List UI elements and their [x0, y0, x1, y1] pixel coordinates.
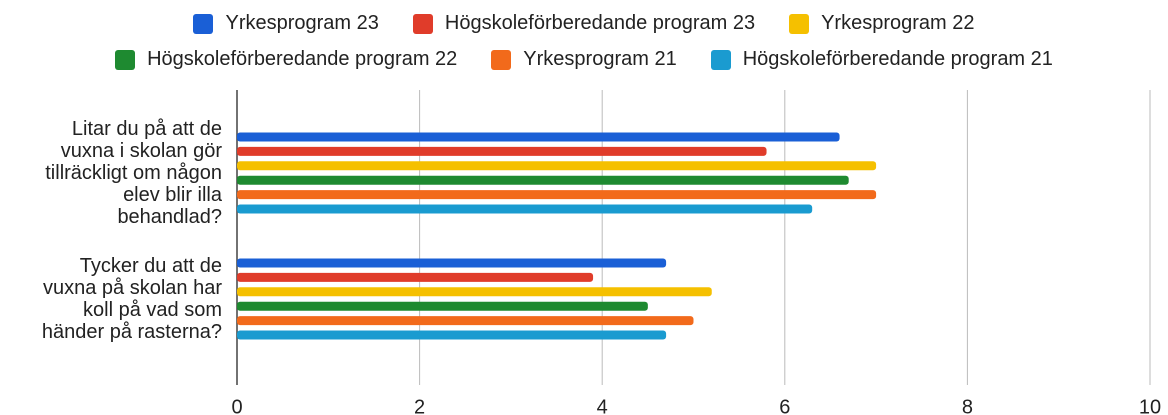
x-tick-label: 2 — [414, 396, 425, 415]
legend-swatch — [115, 49, 136, 70]
legend-label: Yrkesprogram 21 — [523, 48, 677, 70]
legend-item: Yrkesprogram 21 — [491, 48, 677, 71]
bar — [237, 190, 877, 200]
bar — [237, 258, 667, 268]
legend-label: Yrkesprogram 23 — [225, 12, 379, 34]
bar — [237, 287, 712, 297]
bar — [237, 301, 648, 311]
legend-label: Yrkesprogram 22 — [821, 12, 975, 34]
legend: Yrkesprogram 23 Högskoleförberedande prog… — [0, 12, 1168, 35]
y-tick-label: Litar du på att de vuxna i skolan gör ti… — [45, 118, 222, 228]
x-tick-label: 0 — [231, 396, 242, 415]
legend-item: Högskoleförberedande program 23 — [412, 12, 756, 35]
bar — [237, 330, 667, 340]
legend-item: Yrkesprogram 23 — [193, 12, 379, 35]
legend-item: Högskoleförberedande program 21 — [710, 48, 1053, 71]
legend-swatch — [789, 13, 810, 34]
legend-swatch — [193, 13, 214, 34]
bar — [237, 175, 849, 185]
legend-label: Högskoleförberedande program 21 — [742, 48, 1053, 70]
legend-swatch — [412, 13, 433, 34]
bar — [237, 161, 877, 171]
legend-swatch — [491, 49, 512, 70]
y-tick-label: Tycker du att de vuxna på skolan har kol… — [41, 255, 222, 343]
bar — [237, 316, 694, 326]
legend-swatch — [710, 49, 731, 70]
x-tick-label: 6 — [779, 396, 790, 415]
bar — [237, 272, 594, 282]
bar — [237, 146, 767, 156]
bar — [237, 132, 840, 142]
legend-item: Högskoleförberedande program 22 — [115, 48, 457, 71]
legend: Högskoleförberedande program 22 Yrkesprog… — [0, 48, 1168, 71]
legend-label: Högskoleförberedande program 23 — [444, 12, 756, 34]
legend-item: Yrkesprogram 22 — [789, 12, 975, 35]
legend-label: Högskoleförberedande program 22 — [147, 48, 458, 70]
x-tick-label: 10 — [1139, 396, 1161, 415]
bar — [237, 204, 813, 214]
x-tick-label: 8 — [962, 396, 973, 415]
x-tick-label: 4 — [597, 396, 608, 415]
